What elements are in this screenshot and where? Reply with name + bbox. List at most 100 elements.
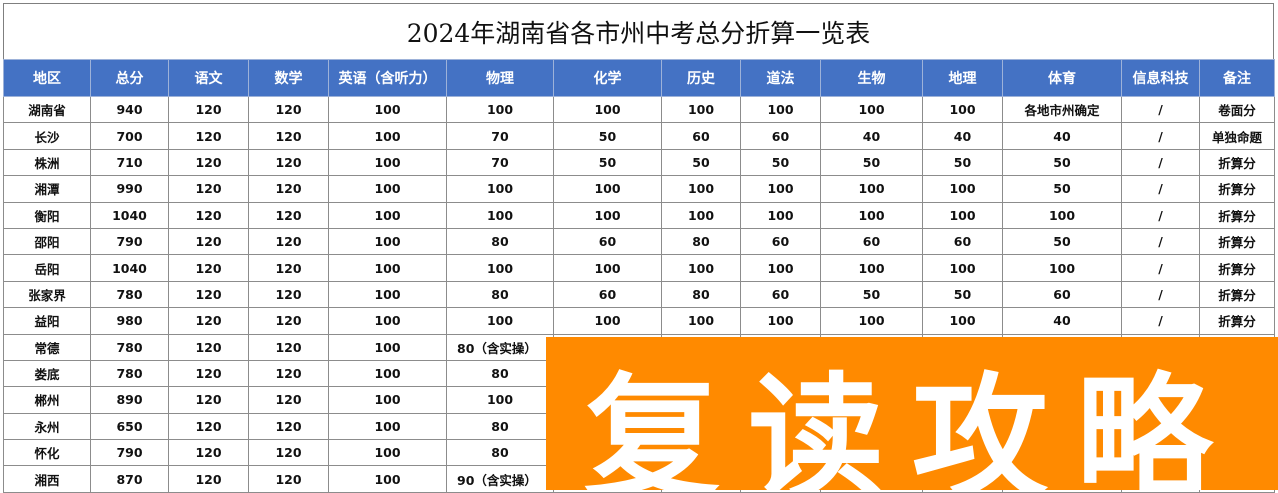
table-cell[interactable]: 70 xyxy=(446,148,554,177)
column-header[interactable]: 地理 xyxy=(922,59,1003,97)
table-cell[interactable]: 50 xyxy=(820,148,923,177)
table-cell[interactable]: 张家界 xyxy=(3,280,91,309)
table-cell[interactable]: 100 xyxy=(328,439,447,467)
column-header[interactable]: 总分 xyxy=(90,59,169,97)
table-cell[interactable]: 120 xyxy=(168,148,249,177)
table-cell[interactable]: 100 xyxy=(328,201,447,229)
table-cell[interactable]: 120 xyxy=(248,122,329,150)
table-cell[interactable]: 1040 xyxy=(90,254,169,282)
table-cell[interactable]: 40 xyxy=(1002,122,1122,150)
table-cell[interactable]: 80 xyxy=(446,359,554,388)
table-cell[interactable]: 120 xyxy=(168,254,249,282)
table-cell[interactable]: 100 xyxy=(740,307,821,335)
table-cell[interactable]: 100 xyxy=(922,175,1003,203)
table-cell[interactable]: 780 xyxy=(90,333,169,361)
table-cell[interactable]: 50 xyxy=(922,280,1003,309)
table-cell[interactable]: 100 xyxy=(820,307,923,335)
table-cell[interactable]: 40 xyxy=(922,122,1003,150)
table-cell[interactable]: 100 xyxy=(820,201,923,229)
table-cell[interactable]: 120 xyxy=(168,280,249,309)
table-cell[interactable]: 100 xyxy=(328,122,447,150)
table-cell[interactable]: 50 xyxy=(1002,148,1122,177)
table-cell[interactable]: 120 xyxy=(168,175,249,203)
table-cell[interactable]: 80 xyxy=(446,280,554,309)
table-cell[interactable]: 100 xyxy=(328,412,447,441)
table-cell[interactable]: 100 xyxy=(328,254,447,282)
table-cell[interactable]: 100 xyxy=(328,175,447,203)
table-cell[interactable]: 100 xyxy=(328,333,447,361)
table-cell[interactable]: 120 xyxy=(168,412,249,441)
table-cell[interactable]: 790 xyxy=(90,227,169,256)
column-header[interactable]: 信息科技 xyxy=(1121,59,1200,97)
table-cell[interactable]: 80 xyxy=(661,280,741,309)
column-header[interactable]: 生物 xyxy=(820,59,923,97)
table-cell[interactable]: 120 xyxy=(168,227,249,256)
table-cell[interactable]: 邵阳 xyxy=(3,227,91,256)
table-cell[interactable]: 湖南省 xyxy=(3,95,91,124)
table-cell[interactable]: 870 xyxy=(90,465,169,493)
table-cell[interactable]: 60 xyxy=(820,227,923,256)
table-cell[interactable]: 100 xyxy=(740,95,821,124)
table-cell[interactable]: 100 xyxy=(820,95,923,124)
table-cell[interactable]: 50 xyxy=(740,148,821,177)
table-cell[interactable]: 120 xyxy=(248,412,329,441)
table-cell[interactable]: 岳阳 xyxy=(3,254,91,282)
table-cell[interactable]: 100 xyxy=(740,254,821,282)
table-cell[interactable]: 100 xyxy=(661,95,741,124)
table-cell[interactable]: 100 xyxy=(446,307,554,335)
table-cell[interactable]: 100 xyxy=(328,386,447,414)
table-cell[interactable]: 100 xyxy=(661,307,741,335)
table-cell[interactable]: 50 xyxy=(820,280,923,309)
table-cell[interactable]: 折算分 xyxy=(1199,254,1275,282)
table-cell[interactable]: 120 xyxy=(248,307,329,335)
table-cell[interactable]: 50 xyxy=(1002,175,1122,203)
table-cell[interactable]: 100 xyxy=(328,148,447,177)
table-cell[interactable]: 120 xyxy=(248,333,329,361)
table-cell[interactable]: 50 xyxy=(922,148,1003,177)
table-cell[interactable]: 100 xyxy=(328,280,447,309)
column-header[interactable]: 化学 xyxy=(553,59,662,97)
table-cell[interactable]: 120 xyxy=(168,122,249,150)
table-cell[interactable]: 120 xyxy=(168,439,249,467)
table-cell[interactable]: 120 xyxy=(248,280,329,309)
table-cell[interactable]: 100 xyxy=(922,95,1003,124)
column-header[interactable]: 语文 xyxy=(168,59,249,97)
table-cell[interactable]: / xyxy=(1121,201,1200,229)
column-header[interactable]: 物理 xyxy=(446,59,554,97)
table-cell[interactable]: 100 xyxy=(328,95,447,124)
table-cell[interactable]: 100 xyxy=(1002,254,1122,282)
table-cell[interactable]: 100 xyxy=(328,307,447,335)
table-cell[interactable]: 100 xyxy=(446,386,554,414)
table-cell[interactable]: 折算分 xyxy=(1199,227,1275,256)
table-cell[interactable]: 永州 xyxy=(3,412,91,441)
column-header[interactable]: 英语（含听力） xyxy=(328,59,447,97)
column-header[interactable]: 数学 xyxy=(248,59,329,97)
table-cell[interactable]: 120 xyxy=(248,148,329,177)
table-cell[interactable]: 60 xyxy=(740,227,821,256)
table-cell[interactable]: 怀化 xyxy=(3,439,91,467)
table-cell[interactable]: 100 xyxy=(740,175,821,203)
table-cell[interactable]: 100 xyxy=(553,95,662,124)
table-cell[interactable]: 折算分 xyxy=(1199,201,1275,229)
table-cell[interactable]: 790 xyxy=(90,439,169,467)
table-cell[interactable]: 折算分 xyxy=(1199,148,1275,177)
table-cell[interactable]: 120 xyxy=(168,333,249,361)
table-cell[interactable]: 100 xyxy=(820,175,923,203)
table-cell[interactable]: 120 xyxy=(248,439,329,467)
table-cell[interactable]: 100 xyxy=(661,201,741,229)
table-cell[interactable]: 1040 xyxy=(90,201,169,229)
table-cell[interactable]: 益阳 xyxy=(3,307,91,335)
table-cell[interactable]: 100 xyxy=(328,359,447,388)
table-cell[interactable]: 娄底 xyxy=(3,359,91,388)
table-cell[interactable]: / xyxy=(1121,254,1200,282)
table-cell[interactable]: 120 xyxy=(248,254,329,282)
table-cell[interactable]: 120 xyxy=(248,95,329,124)
table-cell[interactable]: 单独命题 xyxy=(1199,122,1275,150)
table-cell[interactable]: 60 xyxy=(740,280,821,309)
table-cell[interactable]: 100 xyxy=(328,465,447,493)
table-cell[interactable]: 120 xyxy=(248,386,329,414)
table-cell[interactable]: 980 xyxy=(90,307,169,335)
table-cell[interactable]: 100 xyxy=(922,201,1003,229)
table-cell[interactable]: / xyxy=(1121,148,1200,177)
table-cell[interactable]: 940 xyxy=(90,95,169,124)
